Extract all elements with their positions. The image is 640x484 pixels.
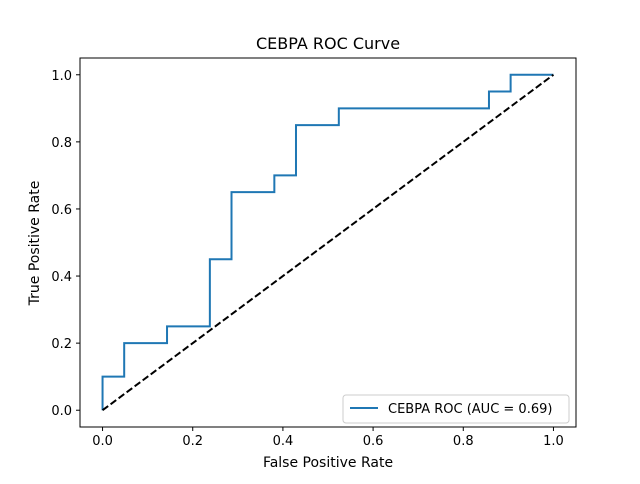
- x-tick-label: 0.0: [92, 434, 113, 449]
- y-tick-label: 0.4: [51, 270, 72, 285]
- x-tick-label: 0.2: [182, 434, 203, 449]
- legend-label: CEBPA ROC (AUC = 0.69): [388, 402, 552, 417]
- axes: 0.0 0.2 0.4 0.6 0.8 1.0 0.0 0.2 0.4 0.6 0.8 1.0: [51, 57, 577, 449]
- plot-area: [101, 73, 555, 412]
- legend-box: [342, 394, 570, 424]
- chance-diagonal-line: [101, 73, 555, 412]
- legend: CEBPA ROC (AUC = 0.69): [342, 394, 570, 424]
- roc-curve-line: [101, 73, 554, 411]
- y-tick-label: 1.0: [51, 69, 72, 84]
- y-tick-label: 0.0: [51, 404, 72, 419]
- y-tick-label: 0.2: [51, 337, 72, 352]
- x-axis-label: False Positive Rate: [263, 455, 393, 471]
- x-tick-label: 1.0: [543, 434, 564, 449]
- axes-frame: [79, 57, 577, 428]
- y-tick-label: 0.6: [51, 203, 72, 218]
- x-tick-label: 0.4: [273, 434, 294, 449]
- y-axis-label: True Positive Rate: [27, 181, 43, 307]
- x-tick-label: 0.6: [363, 434, 384, 449]
- x-tick-label: 0.8: [453, 434, 474, 449]
- chart-title: CEBPA ROC Curve: [256, 34, 400, 53]
- y-tick-label: 0.8: [51, 136, 72, 151]
